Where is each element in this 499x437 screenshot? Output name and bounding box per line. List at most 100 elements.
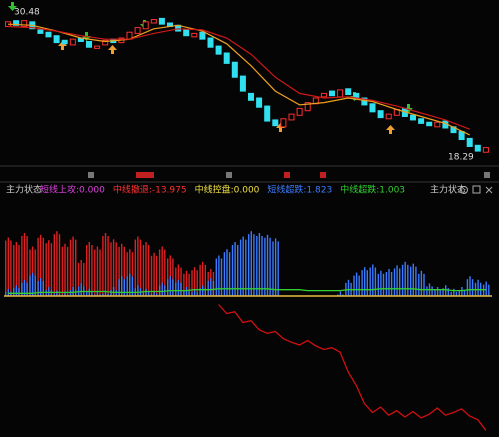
candle	[134, 27, 141, 34]
indicator-bar	[15, 242, 18, 296]
indicator-bar	[380, 270, 382, 296]
settings-icon[interactable]	[460, 186, 468, 194]
indicator-bar	[231, 245, 234, 296]
moving-average	[7, 25, 470, 130]
legend-entry: 短线超跌:1.823	[267, 184, 332, 196]
indicator-bar	[134, 239, 136, 296]
candle	[377, 110, 384, 119]
candle	[13, 20, 20, 26]
low-label: 18.29	[448, 153, 474, 163]
indicator-bar	[77, 263, 80, 296]
indicator-bar	[112, 287, 115, 296]
indicator-bar	[164, 249, 166, 296]
buy-arrow	[276, 123, 285, 132]
legend-entry: 中线超跌:1.003	[340, 184, 405, 196]
indicator-line	[8, 288, 486, 294]
candle	[45, 31, 52, 38]
indicator-bar	[91, 245, 93, 296]
indicator-bar	[118, 246, 120, 296]
legend-entry: 中线控盘:0.000	[195, 184, 260, 196]
indicator-bar	[131, 252, 134, 296]
indicator-bar	[377, 273, 379, 296]
indicator-bar	[274, 238, 277, 296]
indicator-bar	[115, 242, 117, 296]
indicator-bar	[188, 273, 190, 296]
moving-average	[7, 23, 470, 136]
indicator-bar	[129, 273, 131, 296]
indicator-bar	[450, 291, 452, 296]
indicator-bar	[277, 241, 279, 296]
indicator-bar	[48, 287, 50, 296]
indicator-bar	[272, 241, 274, 296]
candle	[61, 39, 68, 45]
indicator-bar	[45, 243, 47, 296]
indicator-bar	[88, 288, 90, 296]
indicator-bar	[191, 270, 193, 296]
indicator-bar	[420, 270, 423, 296]
indicator-bar	[469, 276, 471, 296]
indicator-bar	[339, 291, 342, 296]
indicator-bar	[37, 281, 39, 296]
indicator-bar	[256, 236, 258, 296]
indicator-bar	[102, 293, 104, 296]
candle	[256, 97, 263, 108]
indicator-bar	[150, 255, 153, 296]
indicator-bar	[34, 249, 36, 296]
indicator-bar	[13, 245, 15, 296]
indicator-bar	[202, 261, 204, 296]
indicator-bar	[91, 291, 93, 296]
candle	[474, 144, 481, 152]
indicator-bar	[185, 287, 188, 296]
indicator-bar	[75, 239, 77, 296]
indicator-bar	[66, 246, 69, 296]
indicator-bar	[161, 282, 163, 296]
indicator-bar	[21, 236, 23, 296]
indicator-bar	[145, 288, 147, 296]
candle	[272, 119, 279, 127]
indicator-bar	[147, 291, 150, 296]
indicator-bar	[385, 272, 388, 296]
indicator-bar	[169, 276, 171, 296]
indicator-bar	[407, 264, 409, 296]
indicator-bar	[199, 288, 201, 296]
indicator-bar	[64, 243, 66, 296]
indicator-bar	[447, 288, 449, 296]
indicator-bar	[191, 291, 193, 296]
indicator-bar	[172, 258, 174, 296]
indicator-bar	[253, 234, 255, 296]
indicator-bar	[366, 270, 368, 296]
indicator-bar	[96, 246, 99, 296]
candle	[21, 20, 28, 27]
candle	[304, 102, 311, 112]
indicator-bar	[31, 272, 34, 296]
close-icon[interactable]	[485, 186, 493, 194]
indicator-bar	[34, 275, 36, 296]
indicator-bar	[26, 236, 28, 296]
window-icon[interactable]	[472, 185, 481, 194]
indicator-bar	[188, 290, 190, 296]
indicator-bar	[37, 237, 39, 296]
indicator-bar	[121, 276, 123, 296]
indicator-bar	[183, 273, 185, 296]
indicator-bar	[488, 284, 490, 296]
indicator-bar	[220, 258, 223, 296]
candle	[207, 37, 214, 48]
indicator-bar	[215, 258, 217, 296]
indicator-bar	[442, 288, 444, 296]
indicator-bar	[18, 288, 20, 296]
indicator-bar	[61, 246, 64, 296]
indicator-bar	[358, 275, 360, 296]
indicator-bar	[226, 249, 228, 296]
indicator-bar	[455, 291, 458, 296]
indicator-bar	[264, 237, 266, 296]
indicator-bar	[185, 270, 188, 296]
indicator-bar	[177, 279, 180, 296]
indicator-bar	[58, 293, 61, 296]
indicator-bar	[461, 287, 463, 296]
indicator-bar	[158, 249, 161, 296]
indicator-bar	[72, 287, 74, 296]
candle	[280, 118, 287, 128]
indicator-bar	[431, 286, 433, 296]
indicator-bar	[110, 290, 112, 296]
